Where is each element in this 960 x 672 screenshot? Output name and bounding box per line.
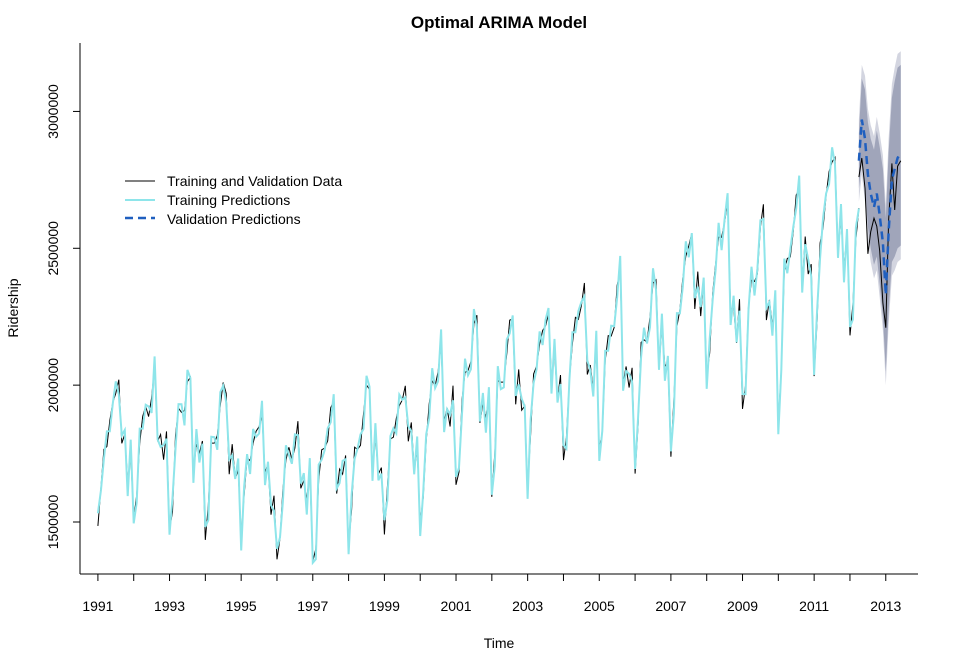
x-tick-label-0: 1991 bbox=[82, 598, 113, 614]
x-tick-label-4: 1999 bbox=[369, 598, 400, 614]
legend-label-training: Training Predictions bbox=[167, 192, 290, 208]
x-tick-label-3: 1997 bbox=[297, 598, 328, 614]
x-tick-label-1: 1993 bbox=[154, 598, 185, 614]
x-tick-label-8: 2007 bbox=[655, 598, 686, 614]
validation-band-inner bbox=[858, 64, 901, 372]
y-tick-label-3: 3000000 bbox=[45, 84, 61, 139]
series-line-validation-predictions bbox=[857, 119, 902, 295]
y-axis-label: Ridership bbox=[5, 278, 21, 337]
series-line-actual-validation bbox=[858, 157, 902, 328]
y-tick-label-2: 2500000 bbox=[45, 221, 61, 276]
x-axis: 1991 1993 1995 1997 1999 2001 2003 2005 2007 2009… bbox=[82, 574, 902, 614]
legend: Training and Validation Data Training Pr… bbox=[125, 173, 342, 227]
x-tick-label-6: 2003 bbox=[512, 598, 543, 614]
x-tick-label-2: 1995 bbox=[226, 598, 257, 614]
x-tick-label-7: 2005 bbox=[584, 598, 615, 614]
y-tick-label-1: 2000000 bbox=[45, 358, 61, 413]
x-tick-label-9: 2009 bbox=[727, 598, 758, 614]
legend-label-actual: Training and Validation Data bbox=[167, 173, 342, 189]
legend-label-validation: Validation Predictions bbox=[167, 211, 301, 227]
y-tick-label-0: 1500000 bbox=[45, 495, 61, 550]
series-line-training-predictions bbox=[96, 147, 860, 566]
series-layer bbox=[96, 119, 902, 566]
y-axis: 1500000 2000000 2500000 3000000 bbox=[45, 84, 80, 549]
chart-title: Optimal ARIMA Model bbox=[411, 13, 587, 32]
validation-confidence-bands bbox=[858, 51, 901, 386]
x-tick-label-11: 2013 bbox=[870, 598, 901, 614]
x-tick-label-10: 2011 bbox=[799, 598, 829, 614]
x-axis-label: Time bbox=[484, 635, 515, 651]
x-tick-label-5: 2001 bbox=[440, 598, 471, 614]
